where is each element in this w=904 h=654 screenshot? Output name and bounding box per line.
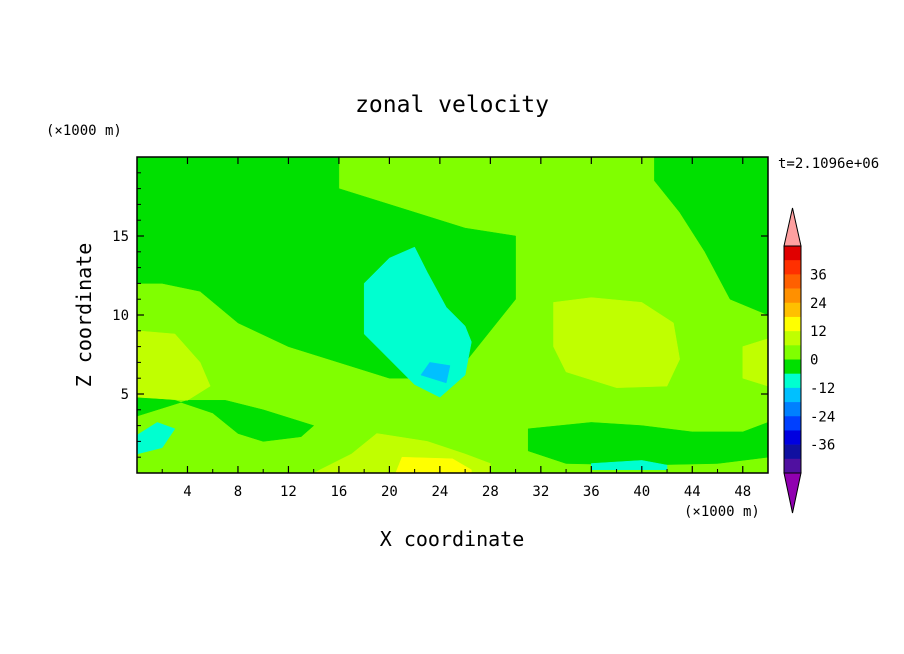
y-axis-label: Z coordinate: [72, 243, 96, 388]
colorbar-over-triangle: [783, 207, 802, 247]
colorbar-swatch: [784, 331, 801, 346]
x-tick-label: 4: [183, 484, 191, 500]
colorbar-label: -24: [810, 409, 835, 425]
colorbar-swatch: [784, 430, 801, 445]
colorbar-label: 12: [810, 324, 827, 340]
colorbar-swatch: [784, 402, 801, 417]
colorbar-swatch: [784, 316, 801, 332]
y-tick-label: 5: [121, 387, 129, 403]
colorbar-swatch: [784, 246, 801, 261]
x-tick-label: 40: [633, 484, 650, 500]
time-label: t=2.1096e+06: [778, 156, 879, 172]
y-axis: 5 10 15: [112, 172, 768, 458]
colorbar-swatch: [784, 416, 801, 431]
x-tick-label: 36: [583, 484, 600, 500]
y-unit-label: (×1000 m): [46, 123, 122, 139]
colorbar-swatch: [784, 458, 801, 474]
x-axis-label: X coordinate: [380, 527, 525, 551]
contour-region-5: [527, 422, 768, 466]
x-tick-label: 16: [330, 484, 347, 500]
colorbar-swatch: [784, 288, 801, 304]
contour-region-3: [654, 157, 768, 316]
x-tick-label: 12: [280, 484, 297, 500]
colorbar-swatch: [784, 359, 801, 374]
colorbar-swatch: [784, 260, 801, 275]
colorbar-swatch: [784, 274, 801, 289]
colorbar-under-triangle: [783, 472, 802, 514]
colorbar-frame: [783, 245, 802, 474]
x-tick-label: 24: [431, 484, 448, 500]
x-tick-label: 44: [684, 484, 701, 500]
x-unit-label: (×1000 m): [684, 504, 760, 520]
colorbar-label: 24: [810, 296, 827, 312]
colorbar-label: 0: [810, 353, 818, 369]
x-tick-label: 48: [734, 484, 751, 500]
chart-title: zonal velocity: [355, 92, 549, 118]
colorbar-legend: 36 24 12 0 -12 -24 -36: [783, 207, 835, 514]
contour-region-12: [742, 338, 768, 387]
contour-region-7: [137, 422, 176, 455]
x-tick-label: 28: [482, 484, 499, 500]
x-tick-label: 8: [234, 484, 242, 500]
colorbar-label: -36: [810, 438, 835, 454]
contour-fills: [137, 157, 768, 473]
colorbar-label: -12: [810, 381, 835, 397]
y-tick-label: 10: [112, 308, 129, 324]
y-tick-label: 15: [112, 229, 129, 245]
contour-region-9: [420, 362, 451, 384]
colorbar-swatch: [784, 302, 801, 318]
contour-region-11: [553, 297, 680, 388]
x-tick-label: 20: [381, 484, 398, 500]
colorbar-swatch: [784, 345, 801, 360]
colorbar-swatch: [784, 373, 801, 389]
contour-region-10: [137, 330, 211, 401]
x-tick-label: 32: [532, 484, 549, 500]
colorbar-swatch: [784, 387, 801, 403]
contour-region-4: [137, 396, 314, 442]
x-axis: 4 8 12 16 20 24 28 32 36 40 44 48: [161, 157, 751, 500]
colorbar-swatch: [784, 444, 801, 460]
contour-region-6: [363, 246, 472, 398]
colorbar-label: 36: [810, 267, 827, 283]
